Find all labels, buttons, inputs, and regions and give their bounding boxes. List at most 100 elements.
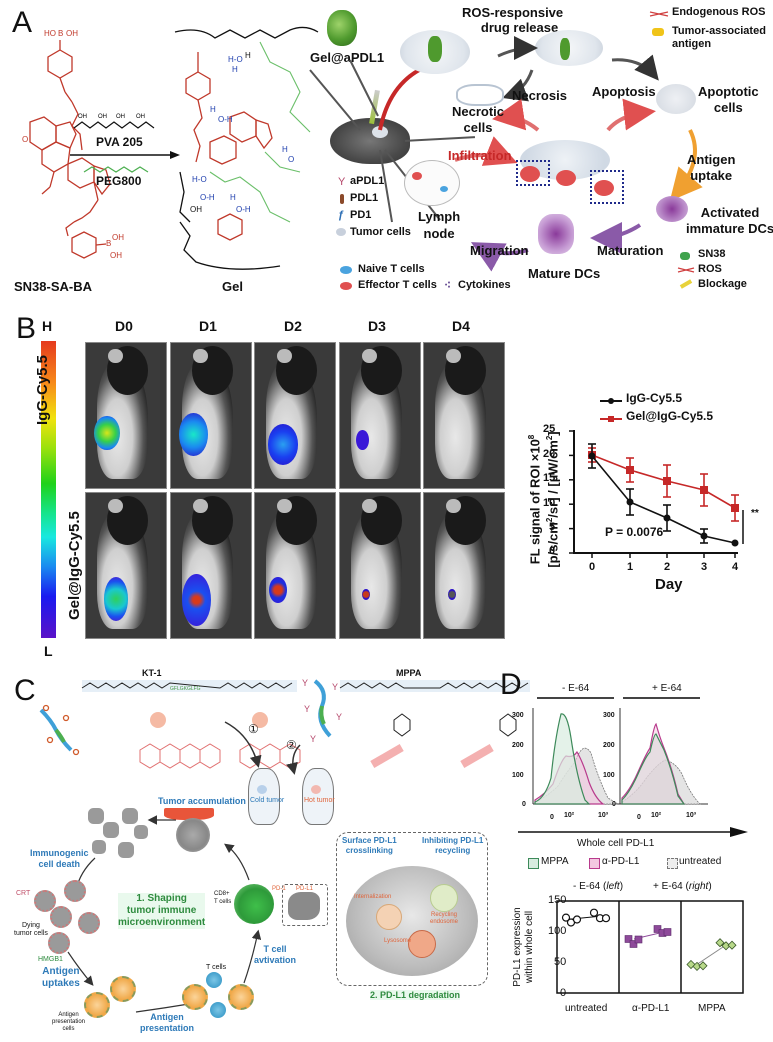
antibody-icon: Y bbox=[338, 176, 346, 188]
hot-tumor-mouse bbox=[302, 768, 334, 825]
chart-legend-igg-marker bbox=[600, 398, 622, 404]
hist-right-ytick-200: 200 bbox=[603, 742, 615, 749]
svg-text:H-O: H-O bbox=[192, 175, 207, 184]
xtick-3: 3 bbox=[701, 561, 708, 573]
tcell-box-1 bbox=[516, 160, 550, 186]
image-igg-d3 bbox=[339, 342, 421, 489]
hist-right-title: + E-64 bbox=[652, 683, 682, 694]
internalization-label: Internalization bbox=[354, 894, 392, 900]
legend-pd1: PD1 bbox=[350, 209, 372, 221]
scatter-header-right: + E-64 (right) bbox=[653, 881, 712, 892]
hist-left-xtick-100: 10² bbox=[564, 812, 575, 819]
dying-cells-label: Dying tumor cells bbox=[14, 922, 48, 937]
legend-untreated-label: untreated bbox=[679, 856, 722, 867]
activated-dcs-label: Activated immature DCs bbox=[686, 205, 773, 236]
histogram-plus-e64 bbox=[619, 708, 708, 805]
lysosome-icon bbox=[408, 930, 436, 958]
svg-text:OH: OH bbox=[110, 251, 122, 260]
legend-blockage: Blockage bbox=[698, 278, 747, 290]
legend-tumor-cells: Tumor cells bbox=[350, 226, 411, 238]
kt1-label: KT-1 bbox=[142, 668, 162, 678]
infiltration-label: Infiltration bbox=[448, 148, 512, 163]
svg-text:HO: HO bbox=[44, 29, 56, 38]
pva-structure: OH OH OH OH bbox=[73, 114, 155, 129]
reaction-arrow bbox=[70, 151, 180, 159]
mppa-polymer-structure bbox=[339, 680, 530, 768]
hist-right-xtick-0: 0 bbox=[637, 814, 641, 821]
hist-right-ytick-0: 0 bbox=[612, 801, 616, 808]
image-gel-d3 bbox=[339, 492, 421, 639]
legend-untreated-swatch bbox=[667, 858, 678, 869]
hist-right-xtick-100: 10² bbox=[651, 812, 662, 819]
svg-text:O: O bbox=[288, 155, 294, 164]
tumor-cell-pdl1-icon bbox=[288, 892, 320, 920]
legend-apdl1-label: α-PD-L1 bbox=[602, 856, 640, 867]
row-label-gel-igg: Gel@IgG-Cy5.5 bbox=[66, 511, 83, 620]
panel-letter-a: A bbox=[12, 6, 33, 39]
ytick-10: 10 bbox=[543, 497, 556, 509]
panel-letter-d: D bbox=[500, 668, 522, 701]
cd8-label: CD8+ T cells bbox=[214, 891, 232, 905]
svg-text:O: O bbox=[22, 135, 28, 144]
necrosis-label: Necrosis bbox=[512, 88, 567, 103]
image-gel-d2 bbox=[254, 492, 336, 639]
tumor-accumulation-label: Tumor accumulation bbox=[158, 796, 246, 806]
effector-t-cell-3 bbox=[594, 180, 614, 196]
legend-apdl1: aPDL1 bbox=[350, 175, 385, 187]
svg-text:Y: Y bbox=[310, 734, 316, 744]
scatter-ylabel: PD-L1 expression within whole cell bbox=[512, 907, 535, 987]
image-gel-d1 bbox=[170, 492, 252, 639]
mppa-label: MPPA bbox=[396, 668, 422, 678]
t-cell-activation-label: T cell avtivation bbox=[254, 944, 297, 965]
hot-tumor-icon bbox=[311, 785, 321, 794]
degradation-inset-box bbox=[336, 832, 488, 986]
apoptotic-cell-icon bbox=[656, 84, 696, 114]
svg-text:OH: OH bbox=[136, 114, 145, 120]
panel-letter-b: B bbox=[16, 312, 37, 345]
pdl1-label: PD-L1 bbox=[296, 886, 314, 892]
tumor-mass-icon bbox=[176, 818, 210, 852]
step-2-marker: ② bbox=[286, 738, 297, 752]
col-header-d3: D3 bbox=[368, 318, 386, 334]
image-igg-d4 bbox=[423, 342, 505, 489]
ytick-0: 0 bbox=[549, 545, 556, 557]
hmgb1-label: HMGB1 bbox=[38, 956, 63, 963]
sn38-sa-ba-label: SN38-SA-BA bbox=[14, 279, 93, 294]
svg-text:O-H: O-H bbox=[218, 115, 233, 124]
inhibiting-recycling-label: Inhibiting PD-L1 recycling bbox=[422, 836, 484, 855]
col-header-d2: D2 bbox=[284, 318, 302, 334]
svg-text:B: B bbox=[106, 239, 111, 248]
peg-structure bbox=[83, 166, 149, 173]
svg-text:OH: OH bbox=[190, 205, 202, 214]
colorbar bbox=[41, 341, 56, 638]
lymph-effector-icon bbox=[412, 172, 422, 180]
crt-label: CRT bbox=[16, 890, 31, 897]
hist-right-ytick-100: 100 bbox=[603, 772, 615, 779]
legend-pdl1: PDL1 bbox=[350, 192, 379, 204]
col-header-d4: D4 bbox=[452, 318, 470, 334]
pva-label: PVA 205 bbox=[96, 135, 143, 149]
apc-label: Antigen presentation cells bbox=[52, 1012, 86, 1032]
col-header-d1: D1 bbox=[199, 318, 217, 334]
svg-text:Y: Y bbox=[336, 712, 342, 722]
chart-legend-gel: Gel@IgG-Cy5.5 bbox=[626, 409, 714, 423]
pd1-icon: ƒ bbox=[338, 209, 345, 221]
svg-text:H: H bbox=[232, 65, 238, 74]
image-igg-d2 bbox=[254, 342, 336, 489]
antigen-uptakes-label: Antigen uptakes bbox=[42, 966, 80, 989]
hist-xlabel: Whole cell PD-L1 bbox=[577, 838, 655, 849]
legend-ros: ROS bbox=[698, 263, 722, 275]
col-header-d0: D0 bbox=[115, 318, 133, 334]
legend-naive-t-cells: Naive T cells bbox=[358, 263, 425, 275]
svg-text:H: H bbox=[245, 51, 251, 60]
svg-text:Y: Y bbox=[302, 678, 308, 688]
maturation-label: Maturation bbox=[597, 243, 664, 258]
legend-mppa-label: MPPA bbox=[541, 856, 569, 867]
scatter-group-untreated: untreated bbox=[565, 1003, 608, 1014]
icd-label: Immunogenic cell death bbox=[30, 848, 89, 869]
ros-scissors-icon bbox=[649, 10, 669, 18]
tcell-box-2 bbox=[590, 170, 624, 204]
p-value-annotation: P = 0.0076 bbox=[605, 525, 664, 539]
colorbar-low-label: L bbox=[44, 643, 53, 659]
chart-legend-igg: IgG-Cy5.5 bbox=[626, 391, 683, 405]
